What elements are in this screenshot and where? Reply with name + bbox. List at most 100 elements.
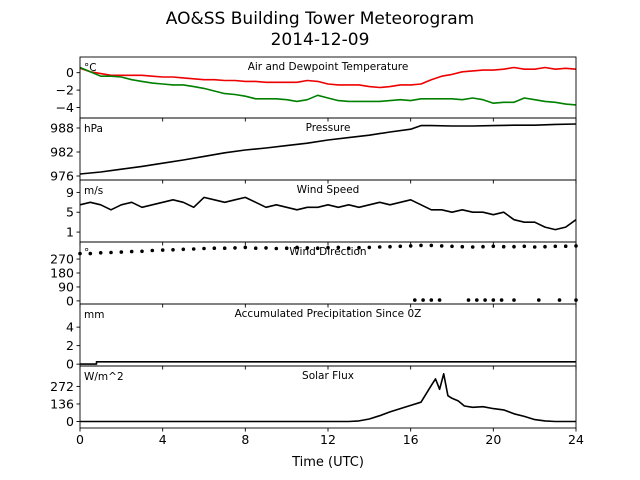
data-point (284, 246, 289, 250)
x-tick-label: 20 (485, 432, 501, 447)
panel-unit-label: ° (84, 247, 89, 259)
data-point (553, 244, 558, 249)
data-point (181, 247, 186, 252)
panel-1: 0 −2 −4 Air and Dewpoint Temperature °C (56, 56, 577, 122)
data-point (150, 248, 155, 253)
y-tick-label: 988 (50, 121, 74, 136)
y-tick-label: 982 (50, 145, 74, 160)
data-point (202, 246, 206, 251)
data-point (264, 246, 268, 250)
data-point (326, 245, 330, 250)
data-point (491, 244, 496, 249)
x-tick-label: 12 (320, 432, 336, 447)
data-point (98, 251, 103, 255)
panel-title: Accumulated Precipitation Since 0Z (235, 308, 422, 320)
data-point (315, 246, 320, 250)
x-tick-label: 24 (568, 432, 584, 447)
data-point (429, 298, 434, 302)
data-point (481, 244, 485, 249)
y-tick-label: 0 (66, 65, 74, 80)
data-point (408, 244, 413, 248)
data-point (274, 246, 279, 251)
data-point (171, 248, 175, 252)
panel-unit-label: m/s (84, 185, 103, 197)
series-1-line (79, 66, 577, 89)
data-point (460, 244, 465, 249)
panel-title: Air and Dewpoint Temperature (248, 61, 409, 73)
data-point (557, 298, 562, 302)
data-point (499, 298, 504, 302)
data-point (367, 245, 372, 250)
data-point (437, 298, 442, 302)
figure-title: AO&SS Building Tower Meteorogram (166, 9, 474, 29)
data-point (88, 251, 93, 256)
data-point (377, 245, 382, 249)
figure-subtitle-date: 2014-12-09 (271, 30, 370, 50)
data-point (501, 244, 506, 249)
data-point (212, 246, 217, 250)
data-point (191, 247, 196, 251)
data-point (483, 298, 487, 302)
panel-3: 9 5 1 Wind Speed m/s (66, 179, 577, 246)
data-point (388, 244, 392, 249)
panel-2: 988 982 976 Pressure hPa (50, 117, 577, 184)
data-point (439, 244, 444, 248)
data-point (512, 298, 516, 302)
data-point (475, 298, 479, 302)
y-tick-label: −2 (56, 83, 74, 98)
panel-unit-label: W/m^2 (84, 371, 124, 383)
x-tick-label: 8 (241, 432, 249, 447)
data-point (346, 246, 351, 250)
data-point (253, 246, 258, 250)
y-tick-label: 4 (66, 320, 74, 335)
data-point (160, 248, 165, 252)
data-point (532, 245, 537, 249)
data-point (129, 249, 134, 254)
data-point (119, 250, 124, 254)
panel-title: Solar Flux (302, 370, 354, 382)
y-tick-label: 5 (66, 205, 74, 220)
panel-unit-label: hPa (84, 123, 103, 135)
panel-unit-label: mm (84, 309, 104, 321)
data-point (140, 249, 144, 254)
data-point (466, 298, 471, 302)
data-point (295, 245, 299, 250)
x-axis: 0 4 8 12 16 20 24 (76, 432, 584, 447)
x-axis-label: Time (UTC) (291, 455, 364, 470)
data-point (522, 244, 527, 249)
data-point (357, 245, 361, 250)
data-point (421, 298, 425, 302)
data-point (512, 244, 516, 249)
data-point (419, 243, 423, 248)
y-tick-label: 180 (50, 266, 74, 281)
data-point (537, 298, 541, 302)
data-point (336, 245, 341, 250)
series-1-line (79, 196, 577, 231)
x-tick-label: 4 (159, 432, 167, 447)
y-tick-label: −4 (56, 100, 74, 115)
series-1-line (80, 361, 576, 365)
x-tick-label: 0 (76, 432, 84, 447)
y-tick-label: 0 (66, 414, 74, 429)
data-point (450, 244, 454, 249)
panel-title: Wind Speed (297, 184, 360, 196)
series-1-line (79, 123, 577, 175)
data-point (470, 245, 475, 249)
data-point (543, 244, 547, 249)
data-point (222, 246, 227, 250)
data-point (243, 245, 248, 250)
y-tick-label: 1 (66, 225, 74, 240)
series-2-line (79, 66, 577, 106)
y-tick-label: 0 (66, 357, 74, 372)
data-point (413, 298, 417, 302)
panel-6: 272 136 0 Solar Flux W/m^2 (50, 365, 577, 432)
panel-title: Pressure (306, 122, 351, 134)
data-point (109, 250, 113, 255)
y-tick-label: 0 (66, 293, 74, 308)
data-point (233, 246, 237, 250)
data-point (429, 243, 434, 248)
y-tick-label: 272 (50, 379, 74, 394)
data-point (563, 244, 568, 248)
